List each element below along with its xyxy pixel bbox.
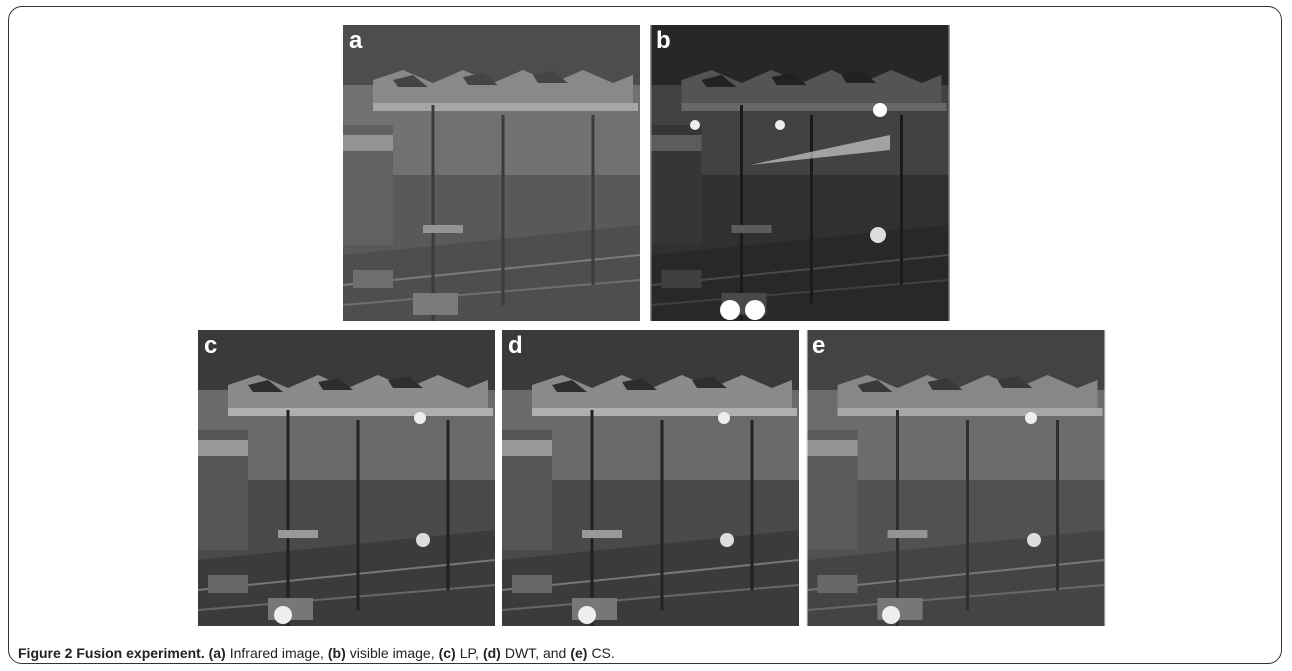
caption-tag: (e): [570, 645, 587, 661]
panel: b: [650, 25, 950, 321]
fused-image: [502, 330, 799, 626]
panel: e: [806, 330, 1106, 626]
fused-image: [198, 330, 495, 626]
caption-text: visible image,: [350, 645, 435, 661]
panel-label: b: [656, 27, 671, 55]
panel: a: [343, 25, 640, 321]
fused-image: [806, 330, 1106, 626]
panel-label: c: [204, 332, 217, 360]
visible-image: [650, 25, 950, 321]
caption-text: DWT, and: [505, 645, 566, 661]
panel-label: e: [812, 332, 825, 360]
caption-parts: (a)Infrared image,(b)visible image,(c)LP…: [209, 645, 619, 661]
caption: Figure 2 Fusion experiment. (a)Infrared …: [18, 645, 619, 661]
caption-tag: (d): [483, 645, 501, 661]
caption-text: Infrared image,: [230, 645, 324, 661]
caption-tag: (a): [209, 645, 226, 661]
panel-label: a: [349, 27, 362, 55]
caption-text: CS.: [591, 645, 614, 661]
infrared-image: [343, 25, 640, 321]
caption-text: LP,: [460, 645, 479, 661]
panel: d: [502, 330, 799, 626]
caption-title: Figure 2 Fusion experiment.: [18, 645, 205, 661]
panel: c: [198, 330, 495, 626]
caption-tag: (b): [328, 645, 346, 661]
caption-tag: (c): [439, 645, 456, 661]
panel-label: d: [508, 332, 523, 360]
